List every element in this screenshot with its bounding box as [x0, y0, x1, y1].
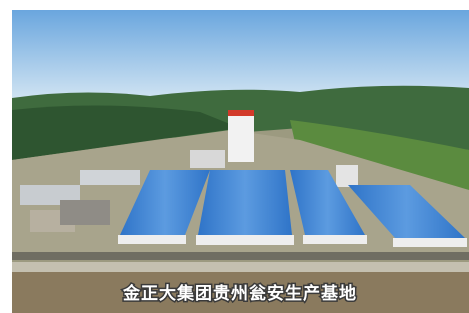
sky: [12, 10, 469, 98]
wall: [303, 235, 367, 244]
wall: [393, 238, 467, 247]
page: 金正大集团贵州瓮安生产基地 (() => { const data = JSON…: [0, 0, 469, 313]
building: [80, 170, 140, 185]
building: [60, 200, 110, 225]
photo: 金正大集团贵州瓮安生产基地: [0, 0, 469, 313]
wall: [118, 235, 186, 244]
caption: 金正大集团贵州瓮安生产基地: [122, 283, 357, 304]
building: [190, 150, 225, 168]
building: [336, 165, 358, 187]
road: [12, 252, 469, 260]
tower: [228, 112, 254, 162]
tower-top: [228, 110, 254, 116]
roof: [198, 170, 292, 235]
road: [12, 262, 469, 272]
scene: [12, 10, 469, 313]
wall: [196, 235, 294, 245]
